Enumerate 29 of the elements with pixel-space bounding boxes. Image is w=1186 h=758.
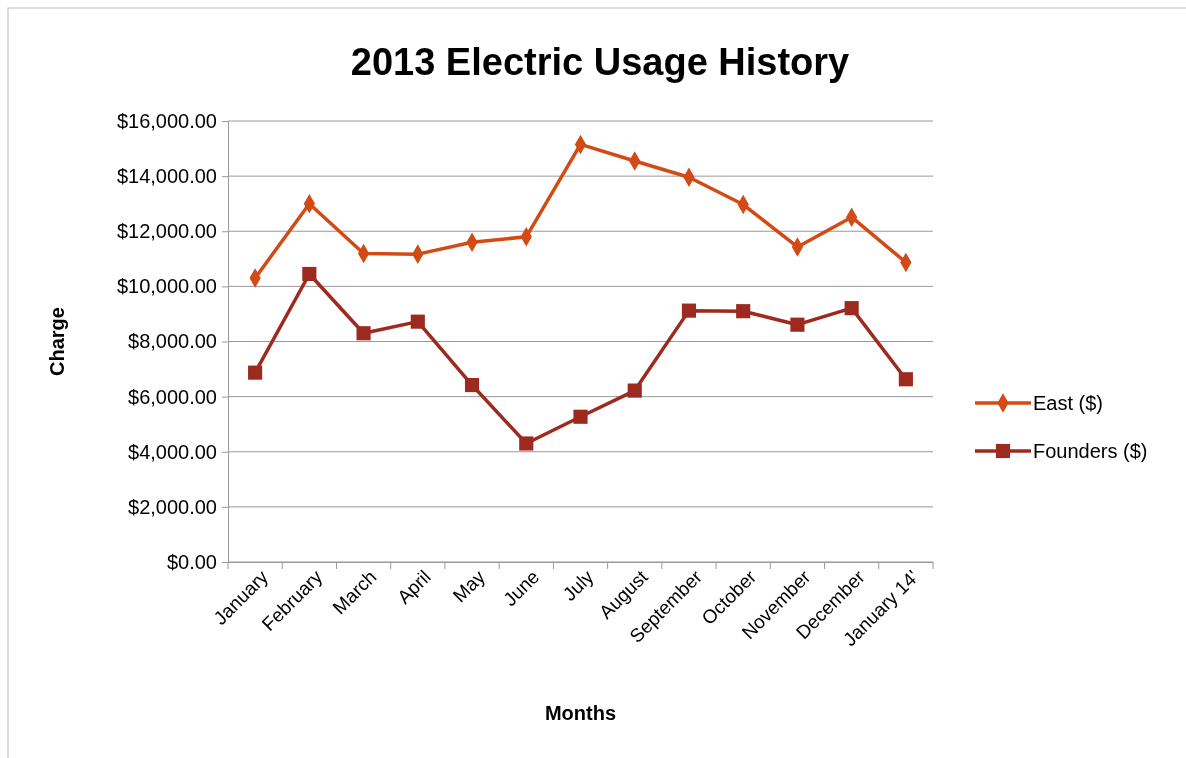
point [627,383,642,398]
y-tick-label: $16,000.00 [116,109,217,132]
y-tick-label: $0.00 [166,550,217,573]
point [302,266,317,282]
x-axis-title: Months [544,702,617,724]
y-axis-title: Charge [46,307,68,376]
x-tick-label: July [558,565,598,605]
y-tick-label: $6,000.00 [128,385,217,408]
chart-title: 2013 Electric Usage History [350,41,850,83]
point [248,365,263,380]
y-tick-label: $2,000.00 [128,495,217,518]
point [464,377,480,393]
y-tick-label: $14,000.00 [116,165,217,188]
point [736,304,751,319]
point [356,326,371,341]
point [681,303,697,318]
point [790,317,805,332]
y-tick-label: $12,000.00 [116,220,217,243]
y-tick-label: $8,000.00 [128,330,217,353]
point [573,409,588,424]
legend-label: East ($) [1033,392,1104,414]
point [844,301,859,316]
y-tick-label: $4,000.00 [128,440,217,463]
x-tick-label: May [448,565,490,607]
y-tick-label: $10,000.00 [116,275,217,298]
point [898,372,913,387]
legend-label: Founders ($) [1033,440,1148,462]
point [410,314,425,329]
point [519,436,534,451]
